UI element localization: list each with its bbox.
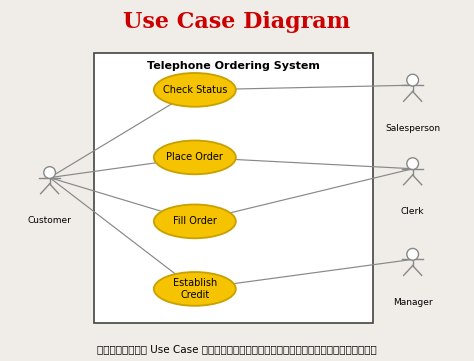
Text: Establish
Credit: Establish Credit: [173, 278, 217, 300]
Ellipse shape: [154, 140, 236, 174]
Ellipse shape: [407, 74, 419, 86]
Ellipse shape: [154, 73, 236, 107]
Ellipse shape: [44, 167, 55, 178]
Text: Customer: Customer: [27, 216, 72, 225]
Ellipse shape: [154, 204, 236, 238]
FancyBboxPatch shape: [94, 53, 373, 323]
Text: Salesperson: Salesperson: [385, 123, 440, 132]
Text: ตัวอย่าง Use Case การสั่งซื้อสินค้าทางโทรศัพท์: ตัวอย่าง Use Case การสั่งซื้อสินค้าทางโท…: [97, 344, 377, 355]
Text: Fill Order: Fill Order: [173, 216, 217, 226]
Text: Clerk: Clerk: [401, 207, 424, 216]
Text: Use Case Diagram: Use Case Diagram: [123, 11, 351, 33]
Text: Check Status: Check Status: [163, 85, 227, 95]
Ellipse shape: [407, 248, 419, 260]
Text: Place Order: Place Order: [166, 152, 223, 162]
Text: Telephone Ordering System: Telephone Ordering System: [147, 61, 320, 71]
Ellipse shape: [407, 158, 419, 170]
Text: Manager: Manager: [393, 298, 432, 307]
Ellipse shape: [154, 272, 236, 306]
